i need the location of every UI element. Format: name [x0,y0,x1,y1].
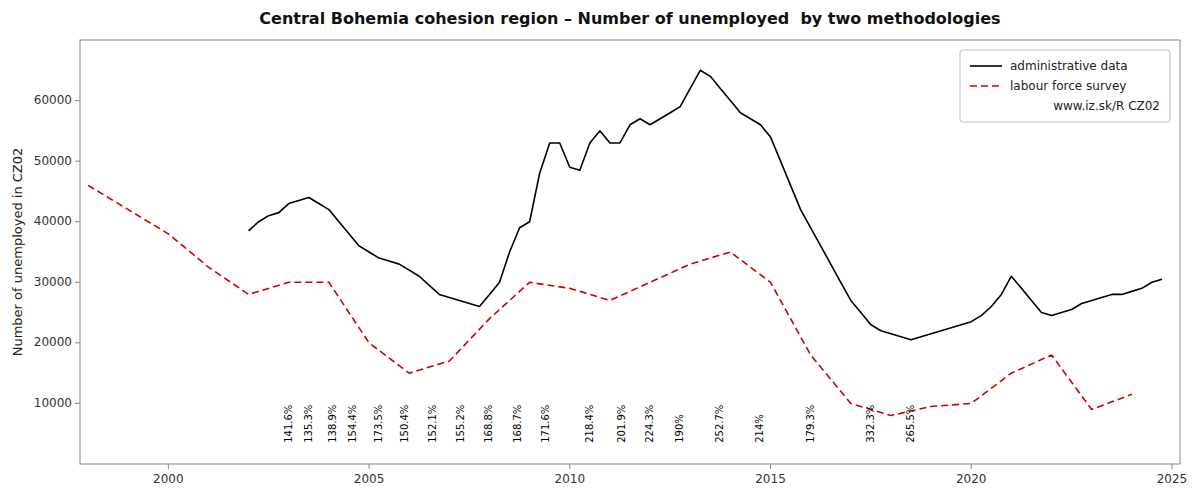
y-tick [75,342,80,343]
legend-swatch [970,65,1002,67]
ratio-annotation: 141.6% [283,405,294,443]
ratio-annotation: 135.3% [303,405,314,443]
background [0,0,1200,500]
x-tick [770,464,771,469]
ratio-annotation: 201.9% [616,405,627,443]
y-tick-label: 20000 [34,335,72,349]
ratio-annotation: 154.4% [347,405,358,443]
x-tick [168,464,169,469]
x-tick-label: 2010 [555,472,586,486]
y-tick [75,221,80,222]
y-tick-label: 50000 [34,154,72,168]
legend-label: labour force survey [1010,79,1126,93]
legend-label: administrative data [1010,59,1128,73]
ratio-annotation: 152.1% [427,405,438,443]
ratio-annotation: 173.5% [373,405,384,443]
ratio-annotation: 155.2% [455,405,466,443]
ratio-annotation: 168.8% [483,405,494,443]
ratio-annotation: 214% [754,414,765,443]
legend-swatch [970,85,1002,87]
x-tick [569,464,570,469]
ratio-annotation: 179.3% [805,405,816,443]
legend-note: www.iz.sk/R CZ02 [1053,99,1160,113]
y-axis-label: Number of unemployed in CZ02 [10,148,25,357]
x-tick-label: 2000 [153,472,184,486]
ratio-annotation: 190% [674,414,685,443]
ratio-annotation: 168.7% [512,405,523,443]
x-tick-label: 2025 [1157,472,1188,486]
y-tick-label: 30000 [34,275,72,289]
x-tick [1171,464,1172,469]
ratio-annotation: 150.4% [399,405,410,443]
ratio-annotation: 138.9% [327,405,338,443]
ratio-annotation: 224.3% [644,405,655,443]
ratio-annotation: 332.3% [865,405,876,443]
series-line [88,185,1132,415]
x-tick-label: 2015 [755,472,786,486]
y-tick-label: 60000 [34,93,72,107]
x-tick-label: 2005 [354,472,385,486]
y-tick [75,282,80,283]
y-tick [75,100,80,101]
annotations: 141.6% 135.3% 138.9% 154.4% 173.5% 150.4% 152.… [283,405,916,443]
y-tick [75,403,80,404]
x-tick-label: 2020 [956,472,987,486]
title: Central Bohemia cohesion region – Number… [259,9,1000,28]
x-tick [369,464,370,469]
y-tick-label: 40000 [34,214,72,228]
ratio-annotation: 171.6% [540,405,551,443]
chart: 10000 20000 30000 40000 50000 60000 2000 2005 20… [0,0,1200,500]
ratio-annotation: 252.7% [714,405,725,443]
y-tick [75,161,80,162]
axes: 10000 20000 30000 40000 50000 60000 2000 2005 20… [34,93,1187,486]
plot-frame [80,40,1180,464]
x-tick [971,464,972,469]
legend-box [960,50,1170,122]
legend: administrative data labour force survey ww… [960,50,1170,122]
ratio-annotation: 218.4% [584,405,595,443]
y-tick-label: 10000 [34,396,72,410]
ratio-annotation: 265.5% [905,405,916,443]
